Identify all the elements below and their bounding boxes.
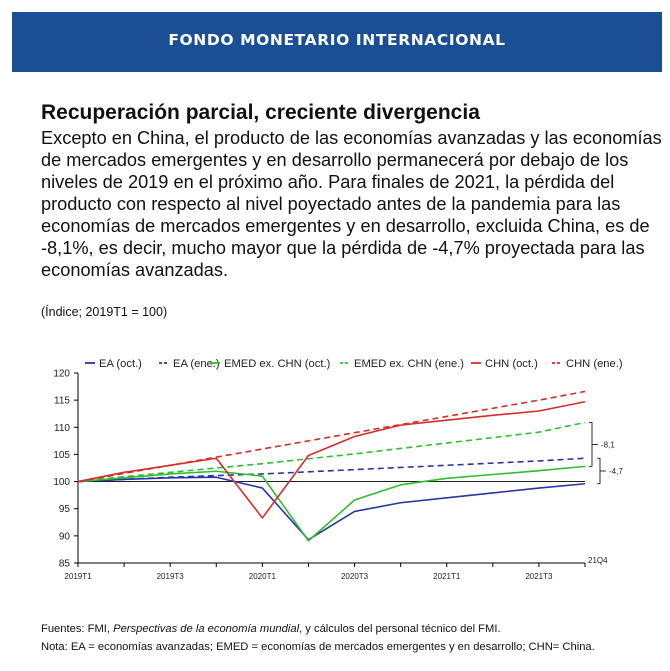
legend-label: EA (oct.)	[99, 358, 142, 370]
y-tick-label: 115	[54, 396, 70, 407]
y-tick-label: 100	[53, 477, 70, 488]
annotation-ea-label: -4,7	[609, 467, 623, 476]
legend-label: EMED ex. CHN (oct.)	[224, 358, 331, 370]
units-label: (Índice; 2019T1 = 100)	[41, 305, 168, 319]
x-axis: 2019T1 2019T3 2020T1 2020T3 2021T1 2021T3	[64, 562, 586, 581]
line-chart: EA (oct.) EA (ene.) EMED ex. CHN (oct.) EME…	[53, 358, 623, 581]
legend: EA (oct.) EA (ene.) EMED ex. CHN (oct.) EME…	[85, 358, 623, 370]
y-tick-label: 105	[53, 450, 70, 461]
legend-label: EA (ene.)	[173, 358, 220, 370]
y-axis: 85 90 95 100 105 110 115 120	[53, 369, 585, 570]
x-tick-label: 2021T3	[525, 572, 553, 581]
y-tick-label: 110	[54, 423, 70, 434]
y-tick-label: 90	[59, 531, 71, 542]
annotation-emed-label: -8,1	[601, 440, 615, 449]
annotation-emed-bracket	[589, 422, 593, 467]
sources-title: Perspectivas de la economía mundial	[113, 623, 300, 635]
x-tick-label: 2020T3	[341, 572, 369, 581]
sources-label: Fuentes: FMI,	[41, 623, 114, 635]
legend-label: CHN (oct.)	[485, 358, 538, 370]
series-lines	[77, 390, 586, 542]
x-tick-label: 2019T3	[157, 572, 185, 581]
annotation-21q4: 21Q4	[588, 556, 608, 565]
annotations: -8,1 -4,7 21Q4	[588, 422, 623, 565]
series-line-5	[77, 390, 586, 483]
x-tick-label: 2020T1	[249, 572, 277, 581]
sources-footnote: Fuentes: FMI, Perspectivas de la economí…	[41, 623, 501, 635]
series-line-2	[77, 465, 586, 542]
header-title: FONDO MONETARIO INTERNACIONAL	[168, 31, 506, 49]
legend-label: EMED ex. CHN (ene.)	[354, 358, 464, 370]
annotation-ea-bracket	[597, 457, 601, 485]
note-footnote: Nota: EA = economías avanzadas; EMED = e…	[41, 641, 595, 653]
legend-label: CHN (ene.)	[566, 358, 623, 370]
x-tick-label: 2021T1	[433, 572, 461, 581]
y-tick-label: 120	[53, 369, 70, 380]
series-line-1	[77, 457, 586, 483]
y-tick-label: 85	[59, 559, 71, 570]
series-line-0	[77, 476, 586, 541]
header-banner: FONDO MONETARIO INTERNACIONAL	[12, 12, 662, 72]
series-line-3	[77, 421, 586, 483]
sources-rest: , y cálculos del personal técnico del FM…	[299, 623, 501, 635]
x-tick-label: 2019T1	[64, 572, 92, 581]
body-text: Excepto en China, el producto de las eco…	[41, 128, 662, 280]
series-line-4	[77, 400, 586, 519]
headline: Recuperación parcial, creciente divergen…	[41, 101, 480, 124]
y-tick-label: 95	[59, 504, 71, 515]
